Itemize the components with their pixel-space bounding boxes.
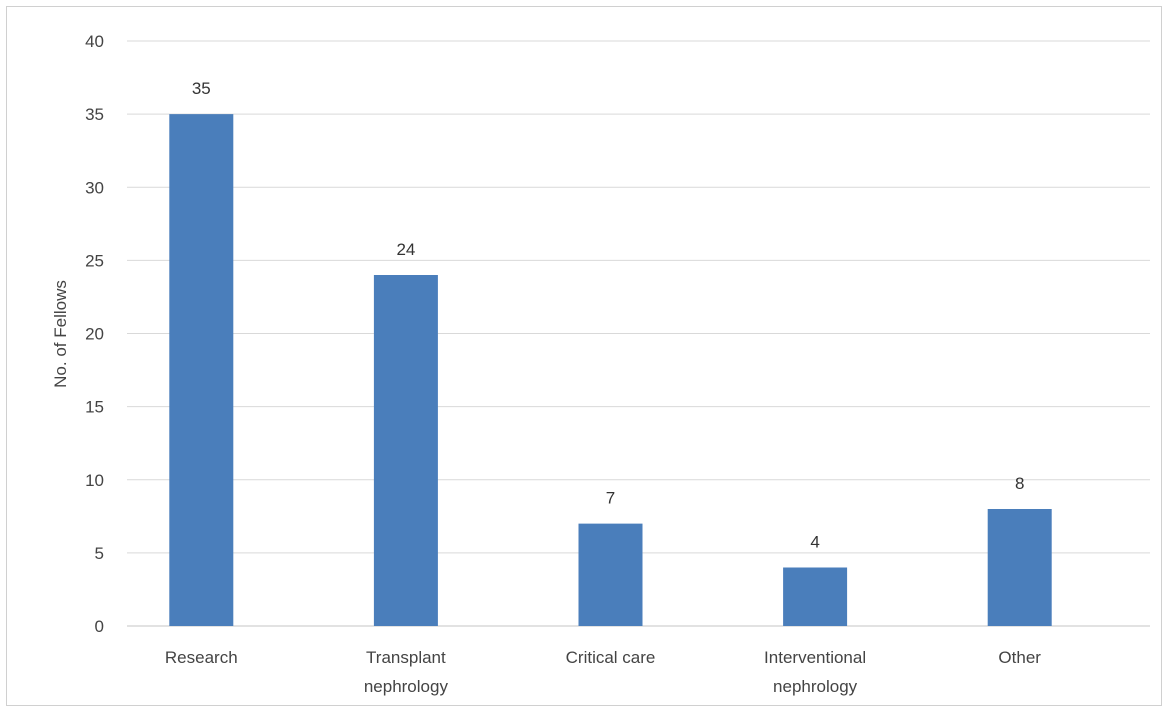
- bar-1: [373, 275, 438, 626]
- gridlines: [127, 40, 1150, 627]
- y-axis-title: No. of Fellows: [51, 280, 70, 388]
- bars: [169, 114, 1052, 626]
- bar-0: [169, 114, 234, 626]
- y-tick-label: 35: [85, 105, 104, 124]
- y-tick-label: 0: [95, 617, 104, 636]
- x-category-label: Other: [998, 648, 1041, 667]
- bar-2: [578, 523, 643, 626]
- data-label: 7: [606, 489, 615, 508]
- data-label: 4: [810, 533, 819, 552]
- x-category-label: Research: [165, 648, 238, 667]
- y-tick-label: 10: [85, 471, 104, 490]
- y-tick-label: 5: [95, 544, 104, 563]
- x-category-label: Transplant: [366, 648, 446, 667]
- y-tick-label: 15: [85, 398, 104, 417]
- y-tick-label: 40: [85, 32, 104, 51]
- x-axis-categories: Research Transplant nephrology Critical car…: [165, 648, 1041, 696]
- x-category-label: Critical care: [566, 648, 656, 667]
- y-tick-label: 30: [85, 178, 104, 197]
- x-category-label: Interventional: [764, 648, 866, 667]
- y-axis-ticks: 0 5 10 15 20 25 30 35 40: [85, 32, 104, 636]
- y-tick-label: 20: [85, 325, 104, 344]
- y-tick-label: 25: [85, 251, 104, 270]
- bar-4: [987, 509, 1052, 626]
- data-labels: 35 24 7 4 8: [192, 79, 1025, 551]
- x-category-label: nephrology: [364, 677, 449, 696]
- x-category-label: nephrology: [773, 677, 858, 696]
- data-label: 8: [1015, 474, 1024, 493]
- data-label: 24: [396, 240, 415, 259]
- data-label: 35: [192, 79, 211, 98]
- bar-3: [783, 567, 848, 626]
